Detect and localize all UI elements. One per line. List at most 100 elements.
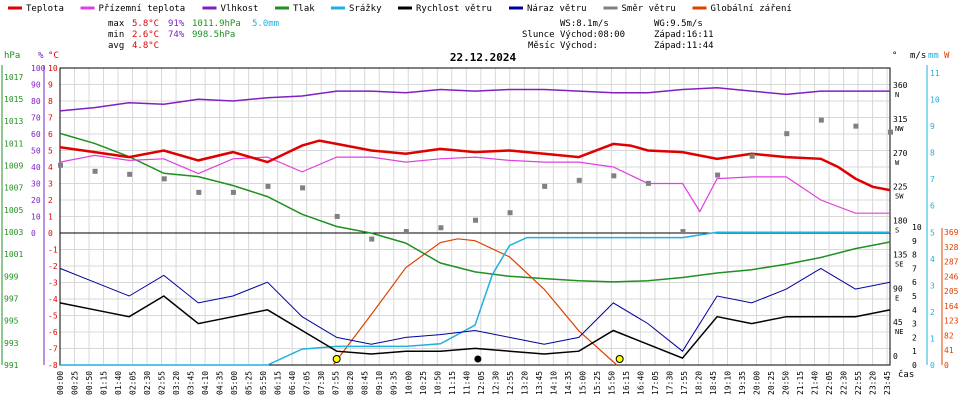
x-tick-8: 03:20 [172, 371, 181, 395]
pressure-tick-12: 993 [4, 339, 19, 348]
humidity-tick-1: 90 [31, 81, 41, 90]
x-tick-44: 18:20 [694, 371, 703, 395]
legend-label-2: Vlhkost [221, 4, 259, 14]
x-tick-1: 00:25 [71, 371, 80, 395]
wind-dir-name-7: NE [895, 328, 903, 336]
stats-min-hum: 74% [168, 30, 185, 40]
wind-speed-axis-label: m/s [910, 51, 926, 61]
humidity-tick-0: 100 [31, 64, 46, 73]
radiation-tick-3: 246 [944, 272, 959, 281]
legend-label-6: Náraz větru [527, 4, 587, 14]
humidity-tick-2: 80 [31, 97, 41, 106]
humidity-tick-6: 40 [31, 163, 41, 172]
radiation-axis-label: W [944, 51, 950, 61]
series-line-vlhkost [59, 87, 890, 112]
wind-dir-point-20 [749, 153, 755, 159]
solar-noon-marker [474, 355, 482, 363]
wind-dir-tick-6: 90 [893, 284, 903, 293]
moon-rise: Východ: [560, 41, 598, 51]
x-tick-17: 07:05 [303, 371, 312, 395]
wind-dir-point-13 [507, 210, 513, 216]
humidity-tick-9: 10 [31, 213, 41, 222]
pressure-tick-4: 1009 [4, 162, 23, 171]
x-tick-6: 02:30 [143, 371, 152, 395]
temperature-tick-5: 5 [48, 147, 53, 156]
wind-dir-point-4 [196, 189, 202, 195]
temperature-tick-8: 2 [48, 196, 53, 205]
temperature-tick-7: 3 [48, 180, 53, 189]
x-tick-52: 21:40 [811, 371, 820, 395]
legend-label-8: Globální záření [711, 4, 792, 14]
wind-dir-name-5: SE [895, 260, 903, 268]
x-tick-28: 11:40 [462, 371, 471, 395]
wind-dir-point-12 [473, 217, 478, 223]
legend-label-7: Směr větru [622, 4, 676, 14]
x-tick-13: 05:25 [245, 371, 254, 395]
series-line-sr-ky [60, 231, 890, 366]
x-tick-33: 13:45 [535, 371, 544, 395]
x-tick-0: 00:00 [56, 371, 65, 395]
x-tick-32: 13:20 [520, 371, 529, 395]
temperature-tick-13: -3 [48, 279, 58, 288]
wind-speed-tick-9: 1 [912, 347, 917, 356]
temperature-tick-9: 1 [48, 213, 53, 222]
sunrise-marker [332, 355, 341, 363]
temperature-tick-4: 6 [48, 130, 53, 139]
temperature-tick-6: 4 [48, 163, 53, 172]
temperature-tick-17: -7 [48, 345, 58, 354]
wind-dir-tick-2: 270 [893, 149, 908, 158]
pressure-tick-5: 1007 [4, 184, 23, 193]
x-tick-24: 10:00 [404, 371, 413, 395]
x-tick-29: 12:05 [477, 371, 486, 395]
wind-dir-point-21 [784, 131, 790, 137]
pressure-tick-11: 995 [4, 317, 19, 326]
x-tick-2: 00:50 [85, 371, 94, 395]
legend-label-0: Teplota [26, 4, 64, 14]
x-tick-11: 04:35 [216, 371, 225, 395]
x-tick-57: 23:45 [883, 371, 892, 395]
x-tick-45: 18:45 [709, 371, 718, 395]
wind-speed-tick-7: 3 [912, 320, 917, 329]
rain-tick-2: 9 [930, 122, 935, 131]
x-tick-39: 16:15 [622, 371, 631, 395]
temperature-tick-2: 8 [48, 97, 53, 106]
pressure-tick-6: 1005 [4, 206, 23, 215]
radiation-tick-7: 82 [944, 331, 954, 340]
temperature-tick-10: 0 [48, 229, 53, 238]
pressure-tick-13: 991 [4, 361, 19, 370]
humidity-tick-7: 30 [31, 180, 41, 189]
wind-dir-point-0 [58, 162, 63, 168]
wind-wg: WG:9.5m/s [654, 19, 703, 29]
pressure-tick-0: 1017 [4, 73, 23, 82]
x-tick-9: 03:45 [187, 371, 196, 395]
x-tick-34: 14:10 [549, 371, 558, 395]
wind-dir-tick-0: 360 [893, 81, 908, 90]
legend: Teplota Přízemní teplota Vlhkost Tlak Srážky… [8, 4, 792, 14]
wind-dir-name-0: N [895, 91, 899, 99]
wind-speed-tick-1: 9 [912, 237, 917, 246]
sun-set: Západ:16:11 [654, 30, 714, 40]
wind-dir-point-5 [230, 189, 236, 195]
wind-dir-name-6: E [895, 294, 899, 302]
wind-dir-point-2 [127, 171, 133, 177]
x-tick-4: 01:40 [114, 371, 123, 395]
chart-title: 22.12.2024 [450, 51, 517, 64]
x-tick-41: 17:05 [651, 371, 660, 395]
legend-label-5: Rychlost větru [416, 4, 492, 14]
wind-dir-point-23 [853, 123, 859, 129]
temperature-tick-0: 10 [48, 64, 58, 73]
stats-block: max 5.8°C 91% 1011.9hPa 5.0mm min 2.6°C … [108, 19, 279, 51]
x-tick-31: 12:55 [506, 371, 515, 395]
x-tick-10: 04:10 [201, 371, 210, 395]
wind-speed-tick-0: 10 [912, 223, 922, 232]
wind-speed-tick-6: 4 [912, 306, 917, 315]
x-axis-label: čas [898, 369, 914, 380]
wind-dir-point-1 [92, 168, 98, 174]
radiation-tick-5: 164 [944, 302, 959, 311]
humidity-tick-8: 20 [31, 196, 41, 205]
legend-label-4: Srážky [349, 4, 382, 14]
wind-dir-tick-5: 135 [893, 250, 908, 259]
temperature-tick-12: -2 [48, 262, 58, 271]
wind-dir-tick-7: 45 [893, 318, 903, 327]
